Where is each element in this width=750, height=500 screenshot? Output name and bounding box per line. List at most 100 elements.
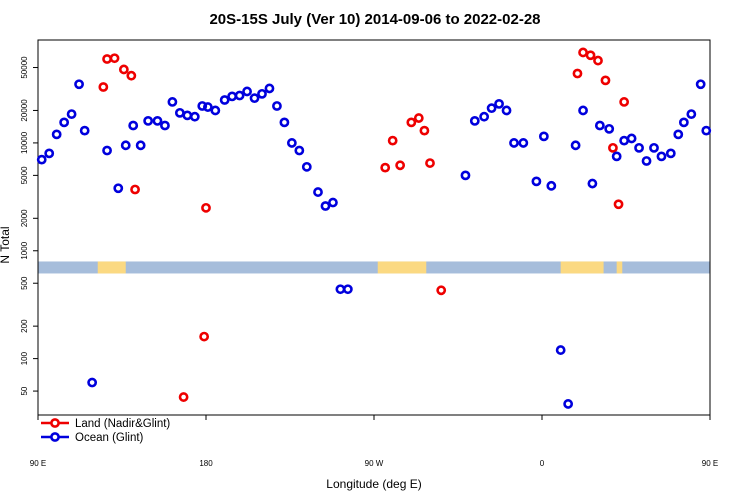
land-point: [619, 97, 630, 107]
ocean-point: [546, 180, 557, 191]
land-point: [406, 117, 417, 128]
ocean-point: [656, 151, 667, 162]
ocean-strip: [38, 261, 710, 274]
ocean-point: [469, 115, 480, 126]
ocean-point: [74, 79, 84, 90]
y-tick-label: 50: [20, 386, 29, 395]
x-tick-label: 0: [540, 459, 545, 468]
land-point: [201, 202, 211, 213]
ocean-point: [619, 135, 630, 146]
land-point: [593, 55, 603, 66]
ocean-point: [189, 111, 200, 122]
land-point: [380, 162, 391, 173]
ocean-point: [87, 377, 98, 388]
land-strip-segment: [377, 261, 427, 274]
x-axis-label: Longitude (deg E): [326, 477, 421, 491]
ocean-point: [219, 95, 230, 105]
y-tick-label: 500: [20, 276, 29, 290]
legend-label: Land (Nadir&Glint): [75, 418, 170, 430]
ocean-point: [555, 345, 566, 355]
y-tick-label: 200: [20, 319, 29, 333]
ocean-point: [279, 117, 290, 128]
ocean-point: [509, 138, 519, 148]
ocean-point: [301, 161, 312, 172]
land-strip-segment: [616, 261, 623, 274]
ocean-point: [634, 142, 644, 153]
land-strip-segment: [97, 261, 126, 274]
ocean-point: [66, 109, 77, 119]
ocean-point: [272, 101, 282, 111]
ocean-point: [501, 105, 512, 116]
chart-title: 20S-15S July (Ver 10) 2014-09-06 to 2022…: [209, 11, 540, 28]
ocean-point: [678, 117, 689, 128]
ocean-point: [320, 201, 331, 211]
y-tick-label: 5000: [20, 166, 29, 184]
ocean-point: [286, 138, 297, 148]
ocean-point: [227, 91, 238, 102]
land-point: [109, 53, 120, 64]
land-point: [130, 184, 140, 195]
ocean-point: [135, 140, 146, 151]
ocean-point: [494, 99, 504, 109]
land-point: [102, 54, 112, 64]
legend-marker: [50, 418, 60, 428]
land-strip-segment: [560, 261, 604, 274]
land-point: [98, 82, 109, 92]
ocean-point: [604, 123, 615, 134]
land-point: [436, 285, 447, 296]
legend: Land (Nadir&Glint) Ocean (Glint): [41, 418, 170, 444]
data-markers: [36, 47, 712, 409]
ocean-point: [264, 83, 275, 94]
land-point: [578, 47, 588, 58]
land-point: [613, 199, 624, 210]
land-point: [126, 70, 137, 81]
land-ocean-strip: [38, 261, 710, 274]
ocean-point: [673, 129, 684, 140]
ocean-point: [328, 197, 338, 208]
ocean-point: [102, 145, 112, 156]
land-point: [572, 68, 583, 79]
ocean-point: [538, 131, 549, 142]
ocean-point: [460, 170, 471, 181]
ocean-point: [641, 156, 652, 166]
ocean-point: [182, 110, 193, 121]
ocean-point: [120, 140, 131, 151]
y-axis: 50 100 200 500 1000 2000 5000 10000 20000 50000: [20, 56, 38, 396]
ocean-point: [143, 115, 154, 126]
x-axis: 90 E 180 90 W 0 90 E: [30, 415, 718, 468]
land-point: [608, 142, 618, 153]
ocean-point: [167, 97, 178, 107]
ocean-point: [626, 133, 637, 144]
y-tick-label: 2000: [20, 209, 29, 227]
x-tick-label: 90 E: [30, 459, 46, 468]
land-point: [395, 160, 406, 171]
ocean-point: [701, 125, 712, 136]
ocean-point: [174, 107, 185, 118]
ocean-point: [257, 88, 267, 99]
ocean-point: [234, 90, 245, 101]
ocean-point: [202, 102, 213, 112]
land-point: [387, 135, 398, 146]
ocean-point: [59, 117, 70, 128]
ocean-point: [578, 105, 588, 116]
legend-marker: [50, 432, 60, 442]
ocean-point: [611, 151, 622, 162]
ocean-series: [36, 79, 712, 409]
land-series: [98, 47, 630, 402]
ocean-point: [242, 86, 252, 97]
ocean-point: [152, 115, 163, 126]
x-tick-label: 90 W: [365, 459, 384, 468]
y-tick-label: 1000: [20, 241, 29, 259]
ocean-point: [594, 120, 605, 131]
ocean-point: [518, 138, 529, 148]
ocean-point: [665, 148, 676, 159]
y-tick-label: 20000: [20, 99, 29, 122]
land-point: [419, 125, 430, 136]
land-point: [585, 50, 596, 61]
ocean-point: [563, 399, 574, 409]
land-point: [413, 113, 424, 123]
x-tick-label: 90 E: [702, 459, 718, 468]
ocean-point: [479, 111, 490, 122]
land-point: [118, 64, 129, 75]
y-axis-label: N Total: [0, 226, 12, 263]
